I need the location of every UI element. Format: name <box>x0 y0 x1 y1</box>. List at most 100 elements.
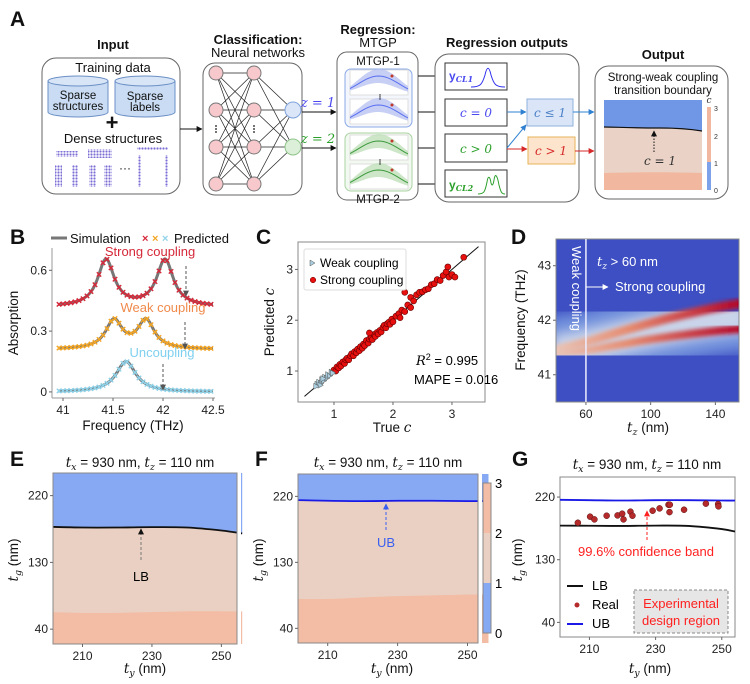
predicted-marker <box>100 332 106 338</box>
predicted-marker <box>172 342 178 349</box>
lb-label: LB <box>133 569 149 584</box>
vertical-ellipsis-dot <box>253 128 255 130</box>
predicted-marker <box>208 301 214 307</box>
x-tick-label: 42 <box>156 403 170 417</box>
gp-confidence-band <box>350 69 408 92</box>
predicted-marker <box>104 256 110 262</box>
ycl2-label: yCL2 <box>449 178 474 193</box>
mtgp1-label: MTGP-1 <box>356 56 399 68</box>
strong-coupling-point <box>460 253 468 261</box>
predicted-marker <box>68 300 74 306</box>
weak-coupling-label: Weak coupling <box>569 246 584 331</box>
nn-output-node <box>284 138 302 156</box>
colorbar-frame <box>482 482 492 634</box>
output-block: Output Strong-weak coupling transition b… <box>594 47 729 200</box>
predicted-marker <box>124 292 130 298</box>
predicted-marker <box>108 318 114 324</box>
predicted-marker <box>208 345 214 352</box>
panel-a: A Input Training data Sparse structures … <box>10 8 729 206</box>
legend-predicted-label: Predicted <box>174 231 229 246</box>
vertical-ellipsis-dot <box>215 131 217 133</box>
legend-real-label: Real <box>592 597 619 612</box>
strong-coupling-point <box>407 304 414 311</box>
cyl1-line2: structures <box>53 101 104 113</box>
mask <box>237 469 241 648</box>
colorbar-tick-label: 2 <box>495 526 502 541</box>
experimental-region-box <box>633 589 729 634</box>
real-point <box>574 519 582 526</box>
strong-coupling-label: Strong coupling <box>615 279 705 294</box>
c0-box <box>444 98 508 127</box>
vertical-ellipsis-dot <box>379 161 381 163</box>
y-tick-label: 220 <box>273 489 293 503</box>
predicted-marker <box>100 382 106 389</box>
x-tick-label: 100 <box>641 407 661 421</box>
predicted-marker <box>88 386 94 392</box>
x-tick-label: 250 <box>457 648 477 662</box>
predicted-marker <box>84 293 90 299</box>
r2-superscript: 2 <box>426 352 431 362</box>
predicted-marker <box>64 300 70 307</box>
vertical-ellipsis-dot <box>379 163 381 165</box>
x-tick-label: 230 <box>142 649 162 663</box>
nn-input-node <box>208 65 224 81</box>
x-tick-label: 230 <box>388 648 408 662</box>
predicted-marker <box>136 323 142 330</box>
b-ylabel: Absorption <box>6 291 21 356</box>
colorbar-segment <box>483 583 491 633</box>
panel-d: D 60 100 140 41 42 43 Weak coupling Strong coup… <box>511 226 740 438</box>
strong-coupling-point <box>396 314 404 321</box>
x-tick-label: 230 <box>646 642 666 656</box>
gp-mean-line <box>349 104 409 119</box>
predicted-marker <box>144 290 150 296</box>
output-cbar-tick: 2 <box>714 134 718 141</box>
sparse-labels-cylinder: Sparse labels <box>114 75 176 118</box>
nn-edge <box>215 146 255 185</box>
predicted-marker <box>208 388 214 395</box>
c-xlabel: True c <box>373 420 412 436</box>
z1-label: z = 1 <box>300 96 335 111</box>
legend-lb-label: LB <box>592 578 608 593</box>
y-tick-label: 0.6 <box>30 263 47 277</box>
g-xlabel: ty​ (nm) <box>629 661 671 679</box>
panel-label-g: G <box>512 448 528 471</box>
panel-b: B Simulation × × × Predicted 41 41.5 42 42.… <box>6 226 229 433</box>
real-point <box>618 510 626 517</box>
real-point <box>620 516 627 523</box>
d-xlabel: tz​ (nm) <box>627 420 669 438</box>
sparse-structures-cylinder: Sparse structures <box>47 75 109 118</box>
nn-edge <box>215 72 255 148</box>
predicted-marker <box>92 385 98 391</box>
real-point <box>680 506 688 513</box>
colorbar-segment <box>483 533 491 583</box>
real-point <box>603 512 610 519</box>
series-label: Strong coupling <box>105 244 195 259</box>
mape-annotation: MAPE = 0.016 <box>414 372 498 387</box>
ellipsis: ··· <box>119 161 131 175</box>
gp-mini-plots <box>349 69 409 190</box>
predicted-marker <box>84 342 90 348</box>
x-tick-label: 250 <box>712 642 732 656</box>
x-tick-label: 140 <box>705 407 725 421</box>
simulation-curve <box>58 359 214 393</box>
boundary-line <box>47 525 243 535</box>
legend: Weak coupling Strong coupling <box>303 248 407 291</box>
output-annot: c = 1 <box>644 154 676 168</box>
x-tick-label: 60 <box>579 407 593 421</box>
predicted-marker <box>96 384 102 390</box>
arrow-cgt0-to-cle1 <box>506 124 527 149</box>
real-point <box>649 507 656 514</box>
strong-coupling-point <box>366 329 373 337</box>
threshold-condition: tz​ > 60 nm <box>597 254 658 272</box>
real-point <box>702 500 710 507</box>
legend-marker-red: × <box>142 233 148 245</box>
e-title: tx​ = 930 nm, tz​ = 110 nm <box>66 455 215 473</box>
colorbar-tick-label: 0 <box>495 626 502 641</box>
gp-confidence-band <box>350 163 408 186</box>
vertical-ellipsis-dot <box>215 125 217 127</box>
strong-coupling-point <box>451 273 459 281</box>
colorbar-segment <box>483 483 491 533</box>
plus-icon: + <box>106 110 119 135</box>
x-tick-label: 3 <box>449 407 456 421</box>
predicted-marker <box>96 271 102 278</box>
